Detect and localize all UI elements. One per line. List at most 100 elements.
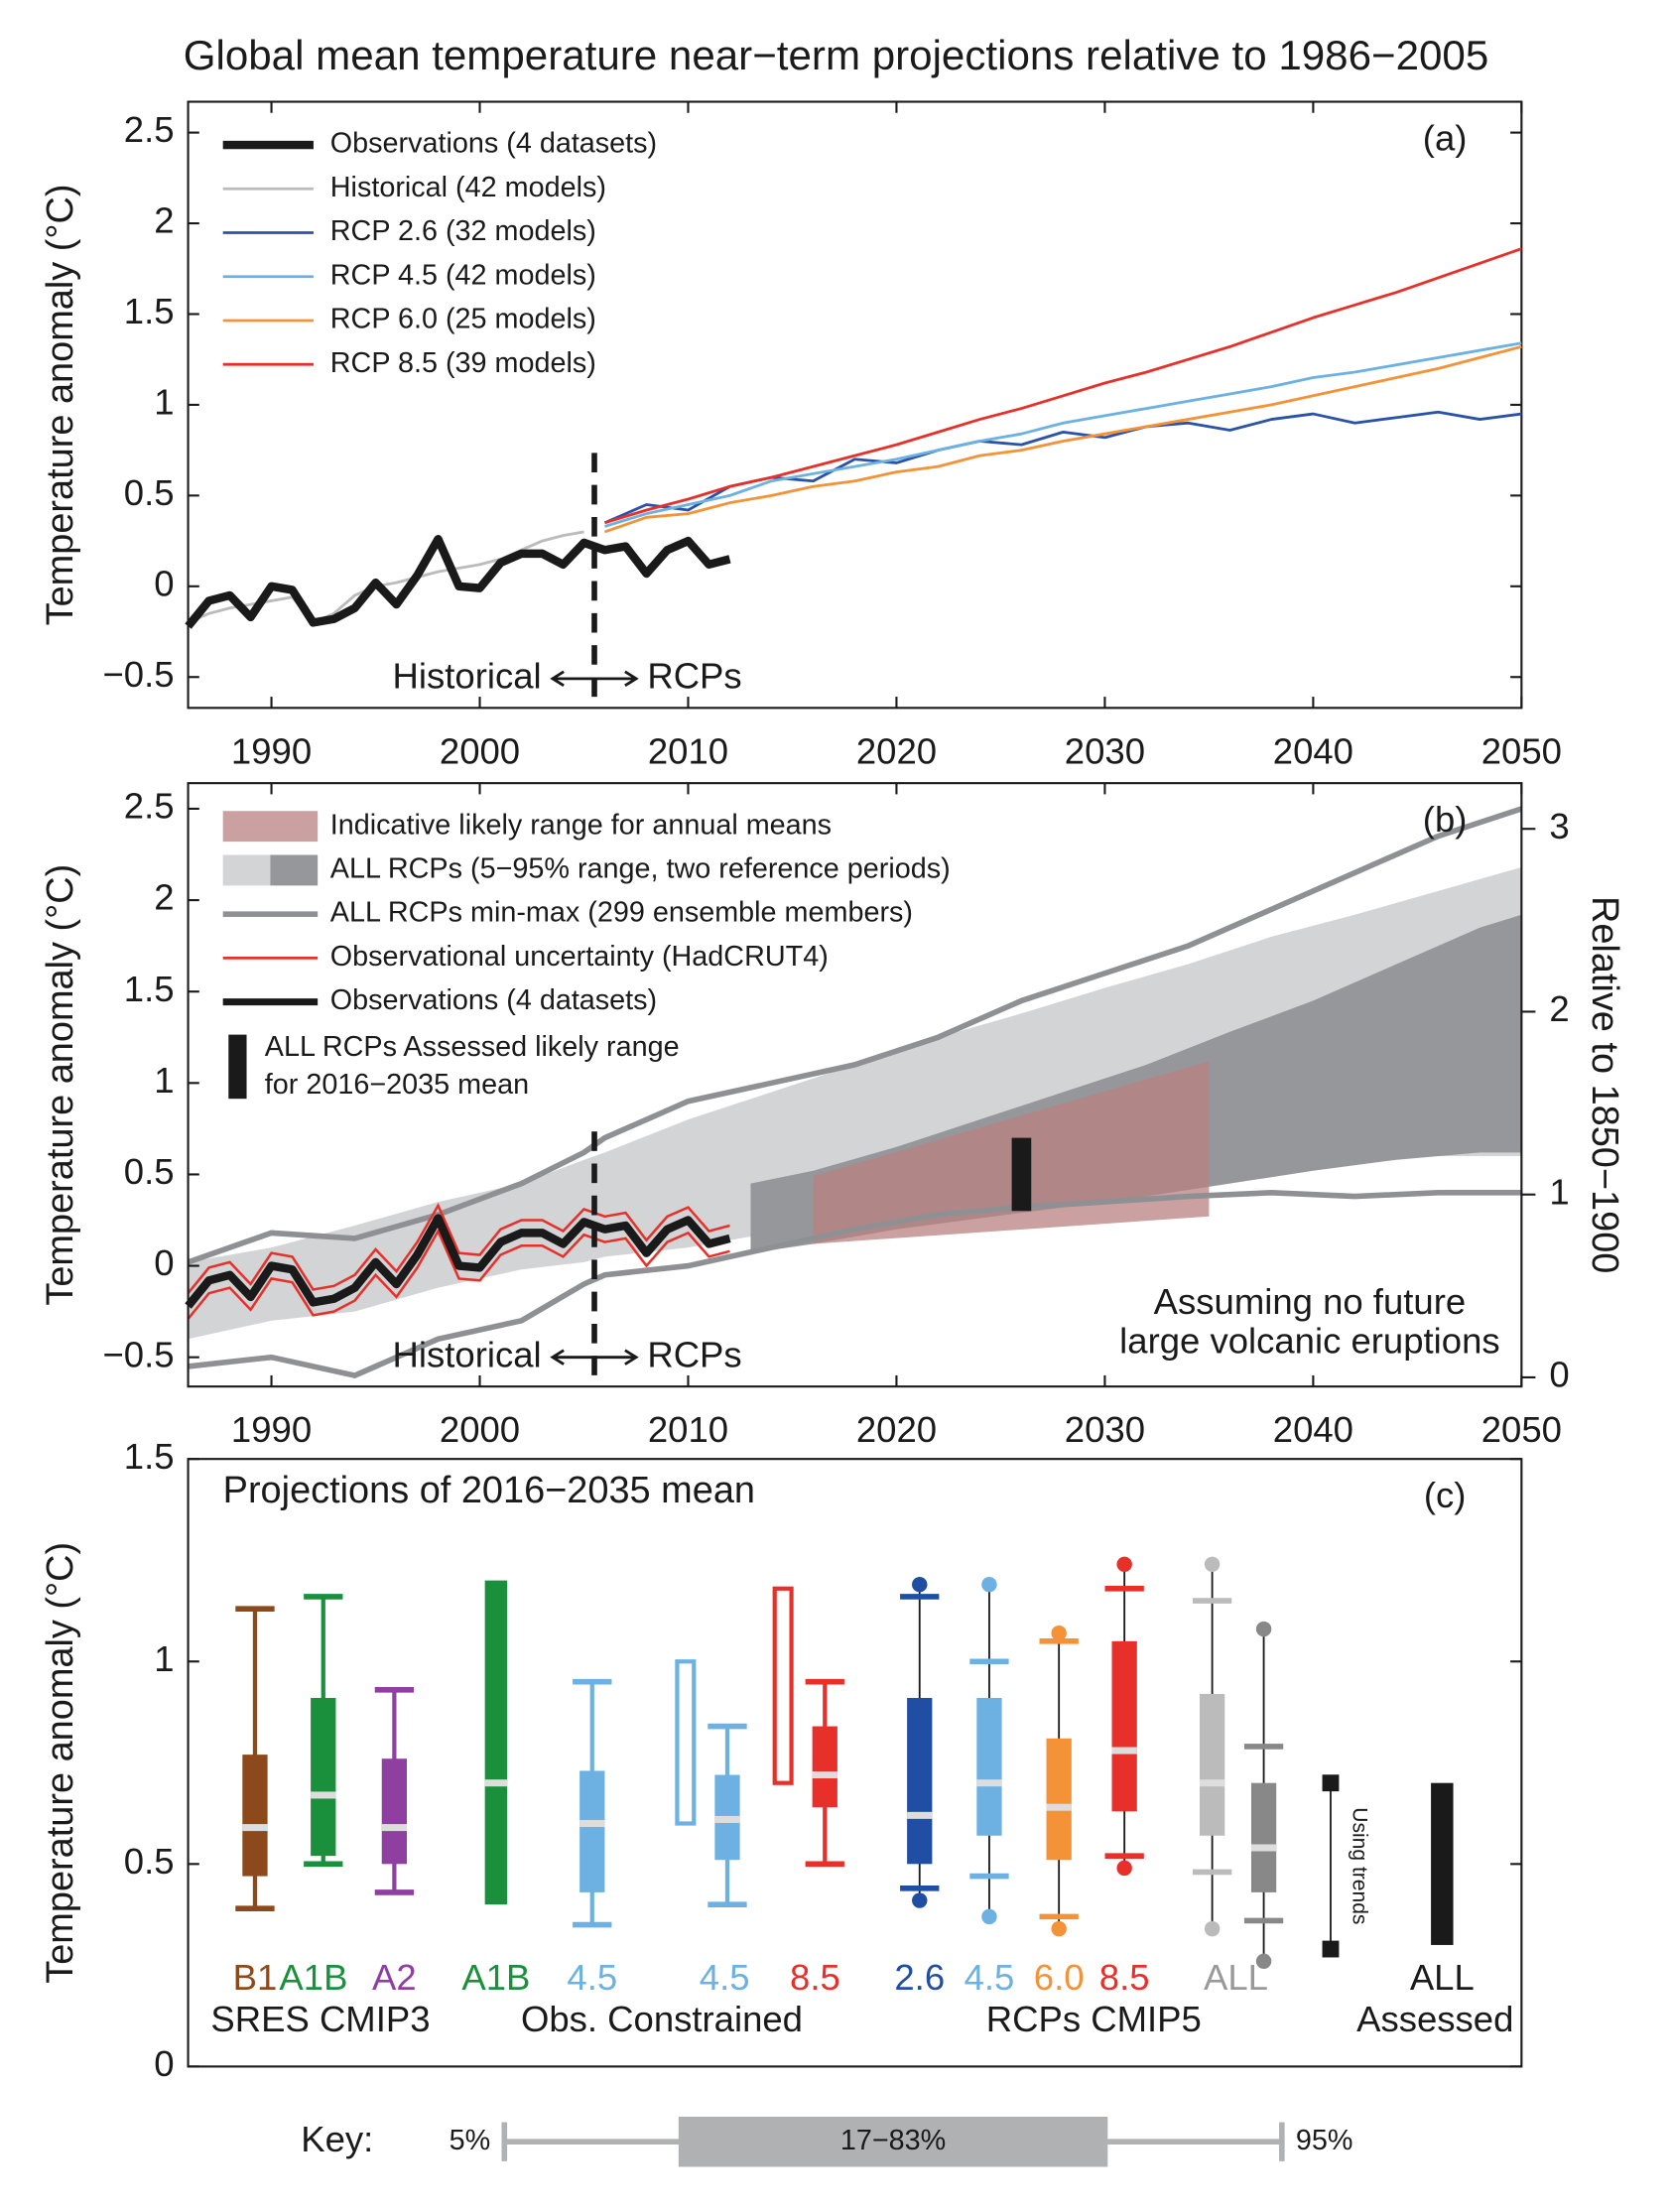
y2-tick-label: 2 (1549, 988, 1569, 1029)
extreme-dot (1255, 1621, 1272, 1637)
panel-label: (b) (1423, 799, 1468, 840)
extreme-dot (912, 1576, 928, 1593)
item-label: 2.6 (894, 1957, 945, 1998)
note: large volcanic eruptions (1119, 1320, 1499, 1361)
box (976, 1697, 1002, 1836)
median (812, 1771, 837, 1779)
y-tick-label: 0 (154, 1242, 174, 1283)
y-axis-title: Temperature anomaly (°C) (40, 1542, 81, 1984)
y-axis-title: Temperature anomaly (°C) (40, 184, 81, 625)
extreme-dot (912, 1892, 928, 1908)
y-tick-label: 0 (154, 2043, 174, 2084)
series-line (604, 345, 1522, 534)
legend-label: Observations (4 datasets) (330, 128, 657, 160)
x-tick-label: 2050 (1481, 730, 1562, 771)
median (907, 1811, 933, 1819)
key-title: Key: (301, 2119, 373, 2159)
extreme-dot (1051, 1920, 1067, 1937)
y-tick-label: −0.5 (102, 654, 174, 695)
group-label: SRES CMIP3 (210, 1999, 430, 2039)
trend-end (1322, 1774, 1340, 1792)
median (1046, 1803, 1072, 1811)
legend-label: RCP 6.0 (25 models) (330, 304, 596, 335)
y-tick-label: 2.5 (124, 786, 175, 827)
x-tick-label: 2040 (1273, 730, 1353, 771)
x-tick-label: 1990 (231, 730, 312, 771)
item-label: 8.5 (1099, 1957, 1150, 1998)
key-label: 5% (450, 2125, 491, 2156)
median (579, 1819, 605, 1828)
y-tick-label: 0.5 (124, 1151, 175, 1192)
item-label: A1B (279, 1957, 347, 1998)
x-tick-label: 2050 (1481, 1409, 1562, 1450)
box (907, 1697, 933, 1865)
median (311, 1791, 336, 1799)
y-tick-label: 0.5 (124, 1841, 175, 1882)
note: Assuming no future (1154, 1281, 1466, 1322)
key-label: 95% (1296, 2125, 1353, 2156)
x-tick-label: 2030 (1065, 730, 1145, 771)
range-bar (484, 1580, 508, 1905)
x-tick-label: 2000 (440, 730, 520, 771)
median (1111, 1747, 1137, 1755)
extreme-dot (1204, 1920, 1221, 1937)
item-label: B1 (233, 1957, 278, 1998)
median (976, 1779, 1002, 1787)
item-label: ALL (1410, 1957, 1475, 1998)
x-tick-label: 2020 (856, 1409, 937, 1450)
y-tick-label: 0.5 (124, 472, 175, 513)
item-label: 4.5 (700, 1957, 750, 1998)
legend-label: RCP 4.5 (42 models) (330, 259, 596, 291)
annotation: Historical (393, 655, 542, 696)
panel-title: Projections of 2016−2035 mean (223, 1470, 755, 1511)
y2-tick-label: 3 (1549, 806, 1569, 846)
minmax-line (188, 1190, 1522, 1379)
legend-swatch (222, 811, 319, 843)
y-tick-label: 2.5 (124, 109, 175, 150)
uncertainty-line (187, 1228, 730, 1320)
extreme-dot (1116, 1860, 1132, 1877)
extreme-dot (1255, 1953, 1272, 1969)
y-tick-label: 2 (154, 200, 174, 241)
y2-tick-label: 1 (1549, 1171, 1569, 1212)
legend-label: Observational uncertainty (HadCRUT4) (330, 941, 829, 973)
median (1250, 1844, 1277, 1852)
annotation: Historical (393, 1334, 542, 1374)
x-tick-label: 1990 (231, 1409, 312, 1450)
item-label: 6.0 (1034, 1957, 1085, 1998)
extreme-dot (981, 1908, 997, 1925)
group-label: Assessed (1356, 1999, 1513, 2039)
key-box (678, 2116, 1108, 2167)
box (242, 1755, 268, 1877)
box (381, 1758, 408, 1865)
box (1111, 1640, 1137, 1812)
legend-label: RCP 8.5 (39 models) (330, 347, 596, 379)
x-tick-label: 2030 (1065, 1409, 1145, 1450)
legend-label: ALL RCPs (5−95% range, two reference per… (330, 853, 951, 885)
median (381, 1824, 408, 1832)
legend-label: ALL RCPs Assessed likely range (265, 1031, 680, 1063)
item-label: 4.5 (567, 1957, 617, 1998)
y2-tick-label: 0 (1549, 1355, 1569, 1395)
extreme-dot (1116, 1556, 1132, 1573)
x-tick-label: 2040 (1273, 1409, 1353, 1450)
y-axis-title: Temperature anomaly (°C) (40, 864, 81, 1306)
group-label: RCPs CMIP5 (986, 1999, 1202, 2039)
arrow (550, 670, 639, 688)
item-label: A2 (372, 1957, 417, 1998)
item-label: 8.5 (790, 1957, 840, 1998)
legend-label: Indicative likely range for annual means (330, 809, 832, 841)
y-tick-label: 1.5 (124, 1436, 175, 1477)
y-tick-label: −0.5 (102, 1334, 174, 1374)
y-tick-label: 1 (154, 1638, 174, 1679)
arrow (550, 1349, 639, 1366)
legend-label: Historical (42 models) (330, 172, 606, 203)
extreme-dot (1204, 1556, 1221, 1573)
legend-label: Observations (4 datasets) (330, 984, 657, 1016)
figure-title: Global mean temperature near−term projec… (184, 32, 1489, 78)
y-tick-label: 1 (154, 1060, 174, 1101)
box (1250, 1782, 1277, 1892)
extreme-dot (981, 1576, 997, 1593)
legend-label: for 2016−2035 mean (265, 1069, 529, 1101)
series-line (604, 341, 1522, 528)
